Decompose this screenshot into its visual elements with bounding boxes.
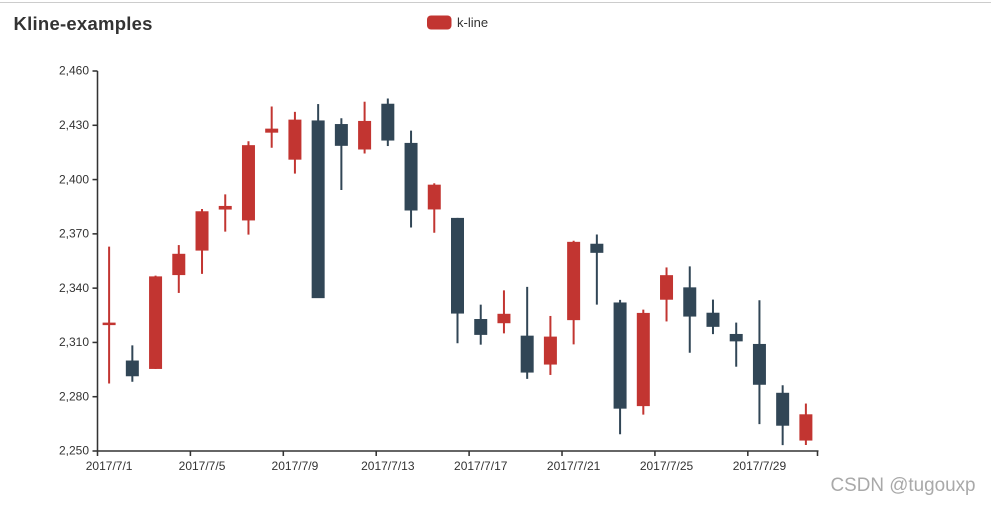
svg-text:2,430: 2,430 <box>59 118 89 132</box>
svg-text:Kline-examples: Kline-examples <box>14 13 153 34</box>
svg-text:2017/7/9: 2017/7/9 <box>272 459 319 473</box>
svg-text:2017/7/1: 2017/7/1 <box>86 459 133 473</box>
svg-text:2,460: 2,460 <box>59 64 89 78</box>
svg-text:2,280: 2,280 <box>59 389 89 403</box>
svg-text:2017/7/5: 2017/7/5 <box>179 459 226 473</box>
svg-text:2,370: 2,370 <box>59 227 89 241</box>
svg-text:2017/7/21: 2017/7/21 <box>547 459 601 473</box>
svg-text:2,250: 2,250 <box>59 444 89 458</box>
svg-text:2,340: 2,340 <box>59 281 89 295</box>
svg-text:2,400: 2,400 <box>59 172 89 186</box>
svg-text:2,310: 2,310 <box>59 335 89 349</box>
svg-text:2017/7/13: 2017/7/13 <box>361 459 415 473</box>
svg-text:2017/7/17: 2017/7/17 <box>454 459 508 473</box>
svg-text:2017/7/25: 2017/7/25 <box>640 459 694 473</box>
svg-text:k-line: k-line <box>457 15 488 30</box>
svg-text:CSDN @tugouxp: CSDN @tugouxp <box>831 475 976 496</box>
svg-text:2017/7/29: 2017/7/29 <box>733 459 787 473</box>
